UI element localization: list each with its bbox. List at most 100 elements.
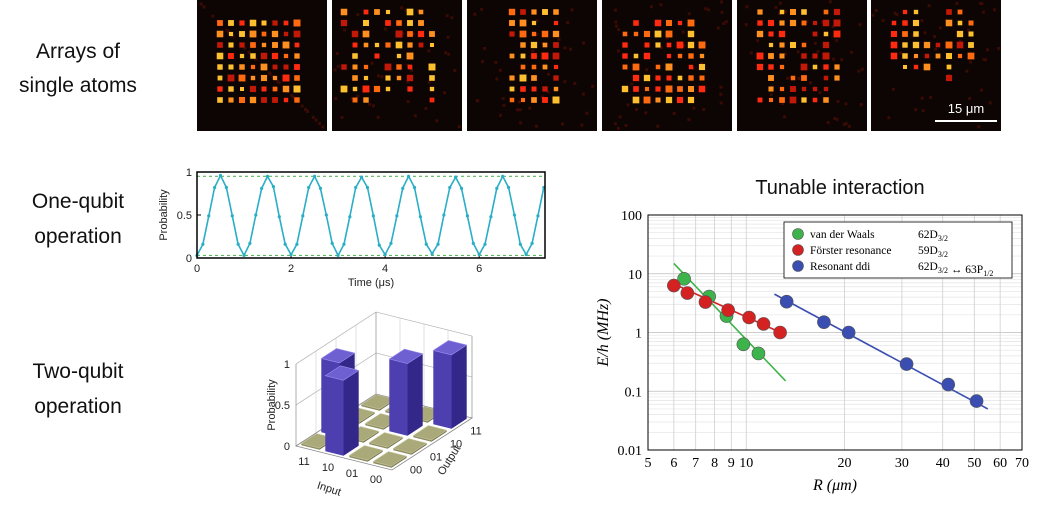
bar-side [367, 450, 383, 462]
atom [677, 86, 683, 92]
noise [849, 50, 853, 54]
bar-front [301, 443, 320, 450]
data-point [342, 242, 346, 246]
atom [834, 64, 840, 70]
atom [698, 85, 706, 93]
z-tick-label: 1 [284, 359, 290, 371]
atom [552, 30, 560, 38]
atom-image [737, 0, 867, 131]
legend-box [783, 221, 1013, 279]
noise [243, 46, 247, 50]
atom [228, 31, 234, 37]
atom [362, 85, 370, 93]
atom [418, 20, 424, 26]
data-point [817, 315, 831, 329]
noise [481, 60, 485, 64]
noise [498, 113, 502, 117]
bar [324, 365, 360, 456]
noise [914, 108, 918, 112]
atom [935, 42, 941, 48]
atom [407, 64, 413, 70]
atom [913, 9, 919, 15]
noise [475, 99, 479, 103]
data-point [218, 173, 223, 178]
atom [396, 20, 402, 26]
noise [692, 106, 696, 110]
atom [429, 42, 435, 48]
bar-front [433, 350, 452, 429]
output-tick-label: 01 [430, 452, 442, 464]
noise [290, 93, 294, 97]
atom [249, 85, 257, 93]
atom [340, 8, 348, 16]
data-point [283, 242, 287, 246]
atom [779, 20, 785, 26]
noise [624, 124, 628, 128]
atom [260, 74, 268, 82]
atom [293, 19, 301, 27]
noise [722, 22, 726, 26]
atom [698, 63, 706, 71]
z-tick-label: 0.5 [275, 400, 290, 412]
noise [494, 60, 498, 64]
atom [352, 64, 358, 70]
atom [822, 52, 830, 60]
data-point [721, 303, 735, 317]
atom [699, 53, 705, 59]
data-point [779, 294, 794, 309]
chart-title: Tunable interaction [755, 177, 924, 199]
noise [744, 23, 748, 27]
noise [891, 87, 895, 91]
atom [352, 97, 358, 103]
atom [676, 41, 684, 49]
atom [509, 53, 515, 59]
atom [665, 96, 673, 104]
atom [239, 64, 245, 70]
noise [921, 109, 925, 113]
atom [687, 41, 695, 49]
noise [833, 116, 837, 120]
atom [912, 19, 920, 27]
atom [890, 30, 898, 38]
state-text: 62D [918, 261, 938, 273]
noise [805, 20, 809, 24]
atom [699, 75, 705, 81]
atom [768, 75, 774, 81]
noise [665, 36, 669, 40]
noise [719, 92, 723, 96]
atom [228, 64, 234, 70]
noise [376, 74, 380, 78]
atom [812, 86, 818, 92]
bar-side [391, 456, 407, 468]
atom [633, 20, 639, 26]
atom [250, 42, 256, 48]
atom [519, 19, 527, 27]
noise [340, 116, 344, 120]
y-axis-label: E/h (MHz) [595, 299, 612, 368]
x-tick-label: 6 [670, 456, 677, 471]
noise [334, 97, 338, 101]
noise [569, 47, 573, 51]
data-point [271, 185, 276, 189]
atom [902, 20, 908, 26]
atom [228, 53, 234, 59]
noise [406, 80, 410, 84]
legend-state: 59D3/2 [918, 245, 948, 259]
atom [282, 74, 290, 82]
atom [823, 31, 829, 37]
atom [429, 97, 435, 103]
noise [318, 122, 322, 126]
z-tick-label: 0 [284, 441, 290, 453]
data-point [371, 214, 375, 218]
noise [988, 101, 992, 105]
x-tick-label: 6 [476, 263, 482, 275]
noise [424, 107, 428, 111]
atom [902, 9, 908, 15]
atom [385, 75, 391, 81]
atom [272, 86, 278, 92]
data-point [454, 175, 458, 179]
bar-top [388, 348, 424, 364]
atom [509, 97, 515, 103]
noise [581, 92, 585, 96]
noise [774, 5, 778, 9]
